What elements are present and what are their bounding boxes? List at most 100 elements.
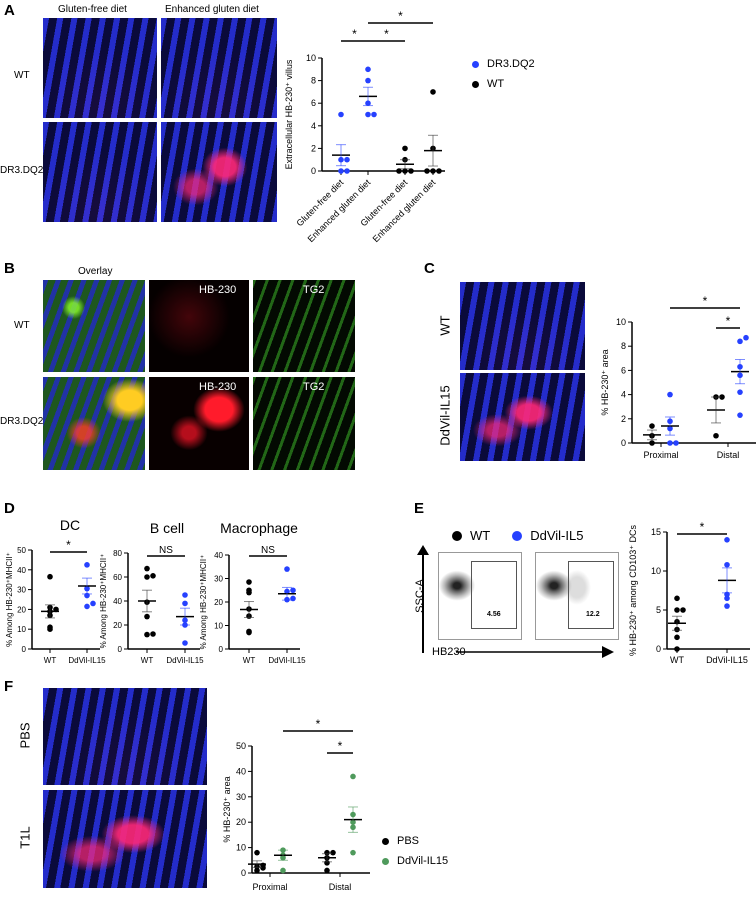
significance-label: NS: [261, 545, 275, 556]
gate: [471, 561, 517, 629]
legend-label: PBS: [397, 835, 420, 847]
y-tick-label: 40: [236, 766, 246, 776]
data-point: [737, 338, 743, 345]
legend-item-dr3dq2: DR3.DQ2: [472, 58, 535, 70]
significance-label: *: [398, 10, 403, 23]
micrograph-dr3dq2-hb230: HB-230: [149, 377, 249, 470]
data-point: [324, 867, 330, 874]
data-point: [246, 587, 252, 594]
x-tick-label: Distal: [717, 450, 740, 460]
significance-label: *: [703, 294, 708, 308]
y-axis-label: % HB-230⁺ area: [600, 349, 610, 415]
data-point: [144, 565, 150, 572]
data-point: [737, 389, 743, 395]
data-point: [713, 432, 719, 439]
row-label-wt: WT: [14, 70, 30, 81]
y-tick-label: 10: [17, 625, 26, 634]
y-axis-label: % HB-230⁺ among CD103⁺ DCs: [628, 524, 638, 656]
data-point: [424, 168, 430, 174]
black-dot-icon: [472, 80, 479, 88]
y-tick-label: 20: [113, 621, 122, 630]
micrograph-dr3dq2-overlay: [43, 377, 145, 470]
data-point: [350, 773, 356, 780]
micrograph-wt-overlay: [43, 280, 145, 372]
data-point: [724, 537, 730, 543]
data-point: [402, 168, 408, 174]
significance-label: *: [352, 27, 357, 41]
micrograph-pbs: [43, 688, 207, 785]
significance-label: NS: [159, 545, 173, 556]
y-tick-label: 6: [621, 365, 626, 375]
data-point: [84, 603, 90, 610]
legend-item-pbs: PBS: [382, 835, 448, 847]
significance-label: *: [316, 717, 321, 731]
x-tick-label: Proximal: [252, 882, 287, 892]
column-header-gluten-free: Gluten-free diet: [58, 4, 127, 15]
data-point: [674, 595, 680, 602]
y-tick-label: 30: [214, 575, 223, 584]
x-tick-label: Gluten-free diet: [294, 177, 345, 228]
data-point: [246, 579, 252, 585]
x-tick-label: Proximal: [643, 450, 678, 460]
chart-f: 0 10 20 30 40 50 % HB-230⁺ area Proximal Distal *…: [222, 717, 370, 892]
significance-label: *: [726, 314, 731, 328]
micrograph-wt-gluten-free: [43, 18, 157, 118]
arrowhead-icon: [417, 545, 429, 555]
y-tick-label: 0: [621, 438, 626, 448]
y-tick-label: 80: [113, 549, 122, 558]
black-dot-icon: [382, 837, 389, 845]
panel-label-a: A: [4, 2, 15, 19]
data-point: [350, 849, 356, 856]
y-tick-label: 15: [651, 527, 661, 537]
chart-a: 0 2 4 6 8 10 Extracellular HB-230⁺ villusGlute…: [284, 10, 445, 244]
row-label-pbs: PBS: [17, 722, 33, 749]
y-tick-label: 4: [621, 390, 626, 400]
micrograph-dr3dq2-tg2: TG2: [253, 377, 355, 470]
data-point: [430, 89, 436, 95]
y-tick-label: 50: [17, 546, 26, 555]
legend-label: WT: [487, 78, 505, 90]
y-tick-label: 20: [17, 605, 26, 614]
data-point: [743, 334, 749, 341]
data-point: [338, 168, 344, 174]
arrowhead-icon: [602, 646, 614, 658]
panel-label-c: C: [424, 260, 435, 277]
significance-label: *: [700, 520, 705, 534]
data-point: [330, 849, 336, 856]
legend-item-wt: WT: [452, 528, 490, 543]
data-point: [667, 391, 673, 398]
y-tick-label: 0: [118, 645, 123, 654]
data-point: [724, 561, 730, 568]
micrograph-ddvil-il15: [460, 373, 585, 461]
chart-e: 0 5 10 15 % HB-230⁺ among CD103⁺ DCs WT DdVil-…: [628, 520, 750, 665]
data-point: [365, 111, 371, 118]
significance-label: *: [338, 739, 343, 753]
y-tick-label: 0: [22, 645, 27, 654]
row-label-wt: WT: [14, 320, 30, 331]
x-tick-label: DdVil-IL15: [68, 656, 106, 665]
micrograph-wt-hb230: HB-230: [149, 280, 249, 372]
column-header-enhanced-gluten: Enhanced gluten diet: [165, 4, 259, 15]
data-point: [280, 867, 286, 874]
legend-a: DR3.DQ2 WT: [472, 58, 535, 98]
y-tick-label: 2: [621, 414, 626, 424]
x-tick-label: DdVil-IL15: [268, 656, 306, 665]
y-tick-label: 20: [214, 598, 223, 607]
image-label: TG2: [303, 284, 325, 296]
flow-axes: [417, 545, 614, 658]
x-tick-label: WT: [44, 656, 57, 665]
data-point: [649, 440, 655, 446]
x-tick-label: DdVil-IL15: [166, 656, 204, 665]
legend-item-ddvil: DdVil-IL5: [512, 528, 583, 543]
y-tick-label: 6: [311, 98, 316, 108]
data-point: [144, 631, 150, 638]
row-label-wt: WT: [437, 315, 453, 336]
legend-label: WT: [470, 528, 491, 543]
y-tick-label: 10: [236, 843, 246, 853]
x-tick-label: DdVil-IL15: [706, 655, 748, 665]
black-dot-icon: [452, 530, 462, 541]
data-point: [284, 566, 290, 572]
y-tick-label: 40: [113, 597, 122, 606]
